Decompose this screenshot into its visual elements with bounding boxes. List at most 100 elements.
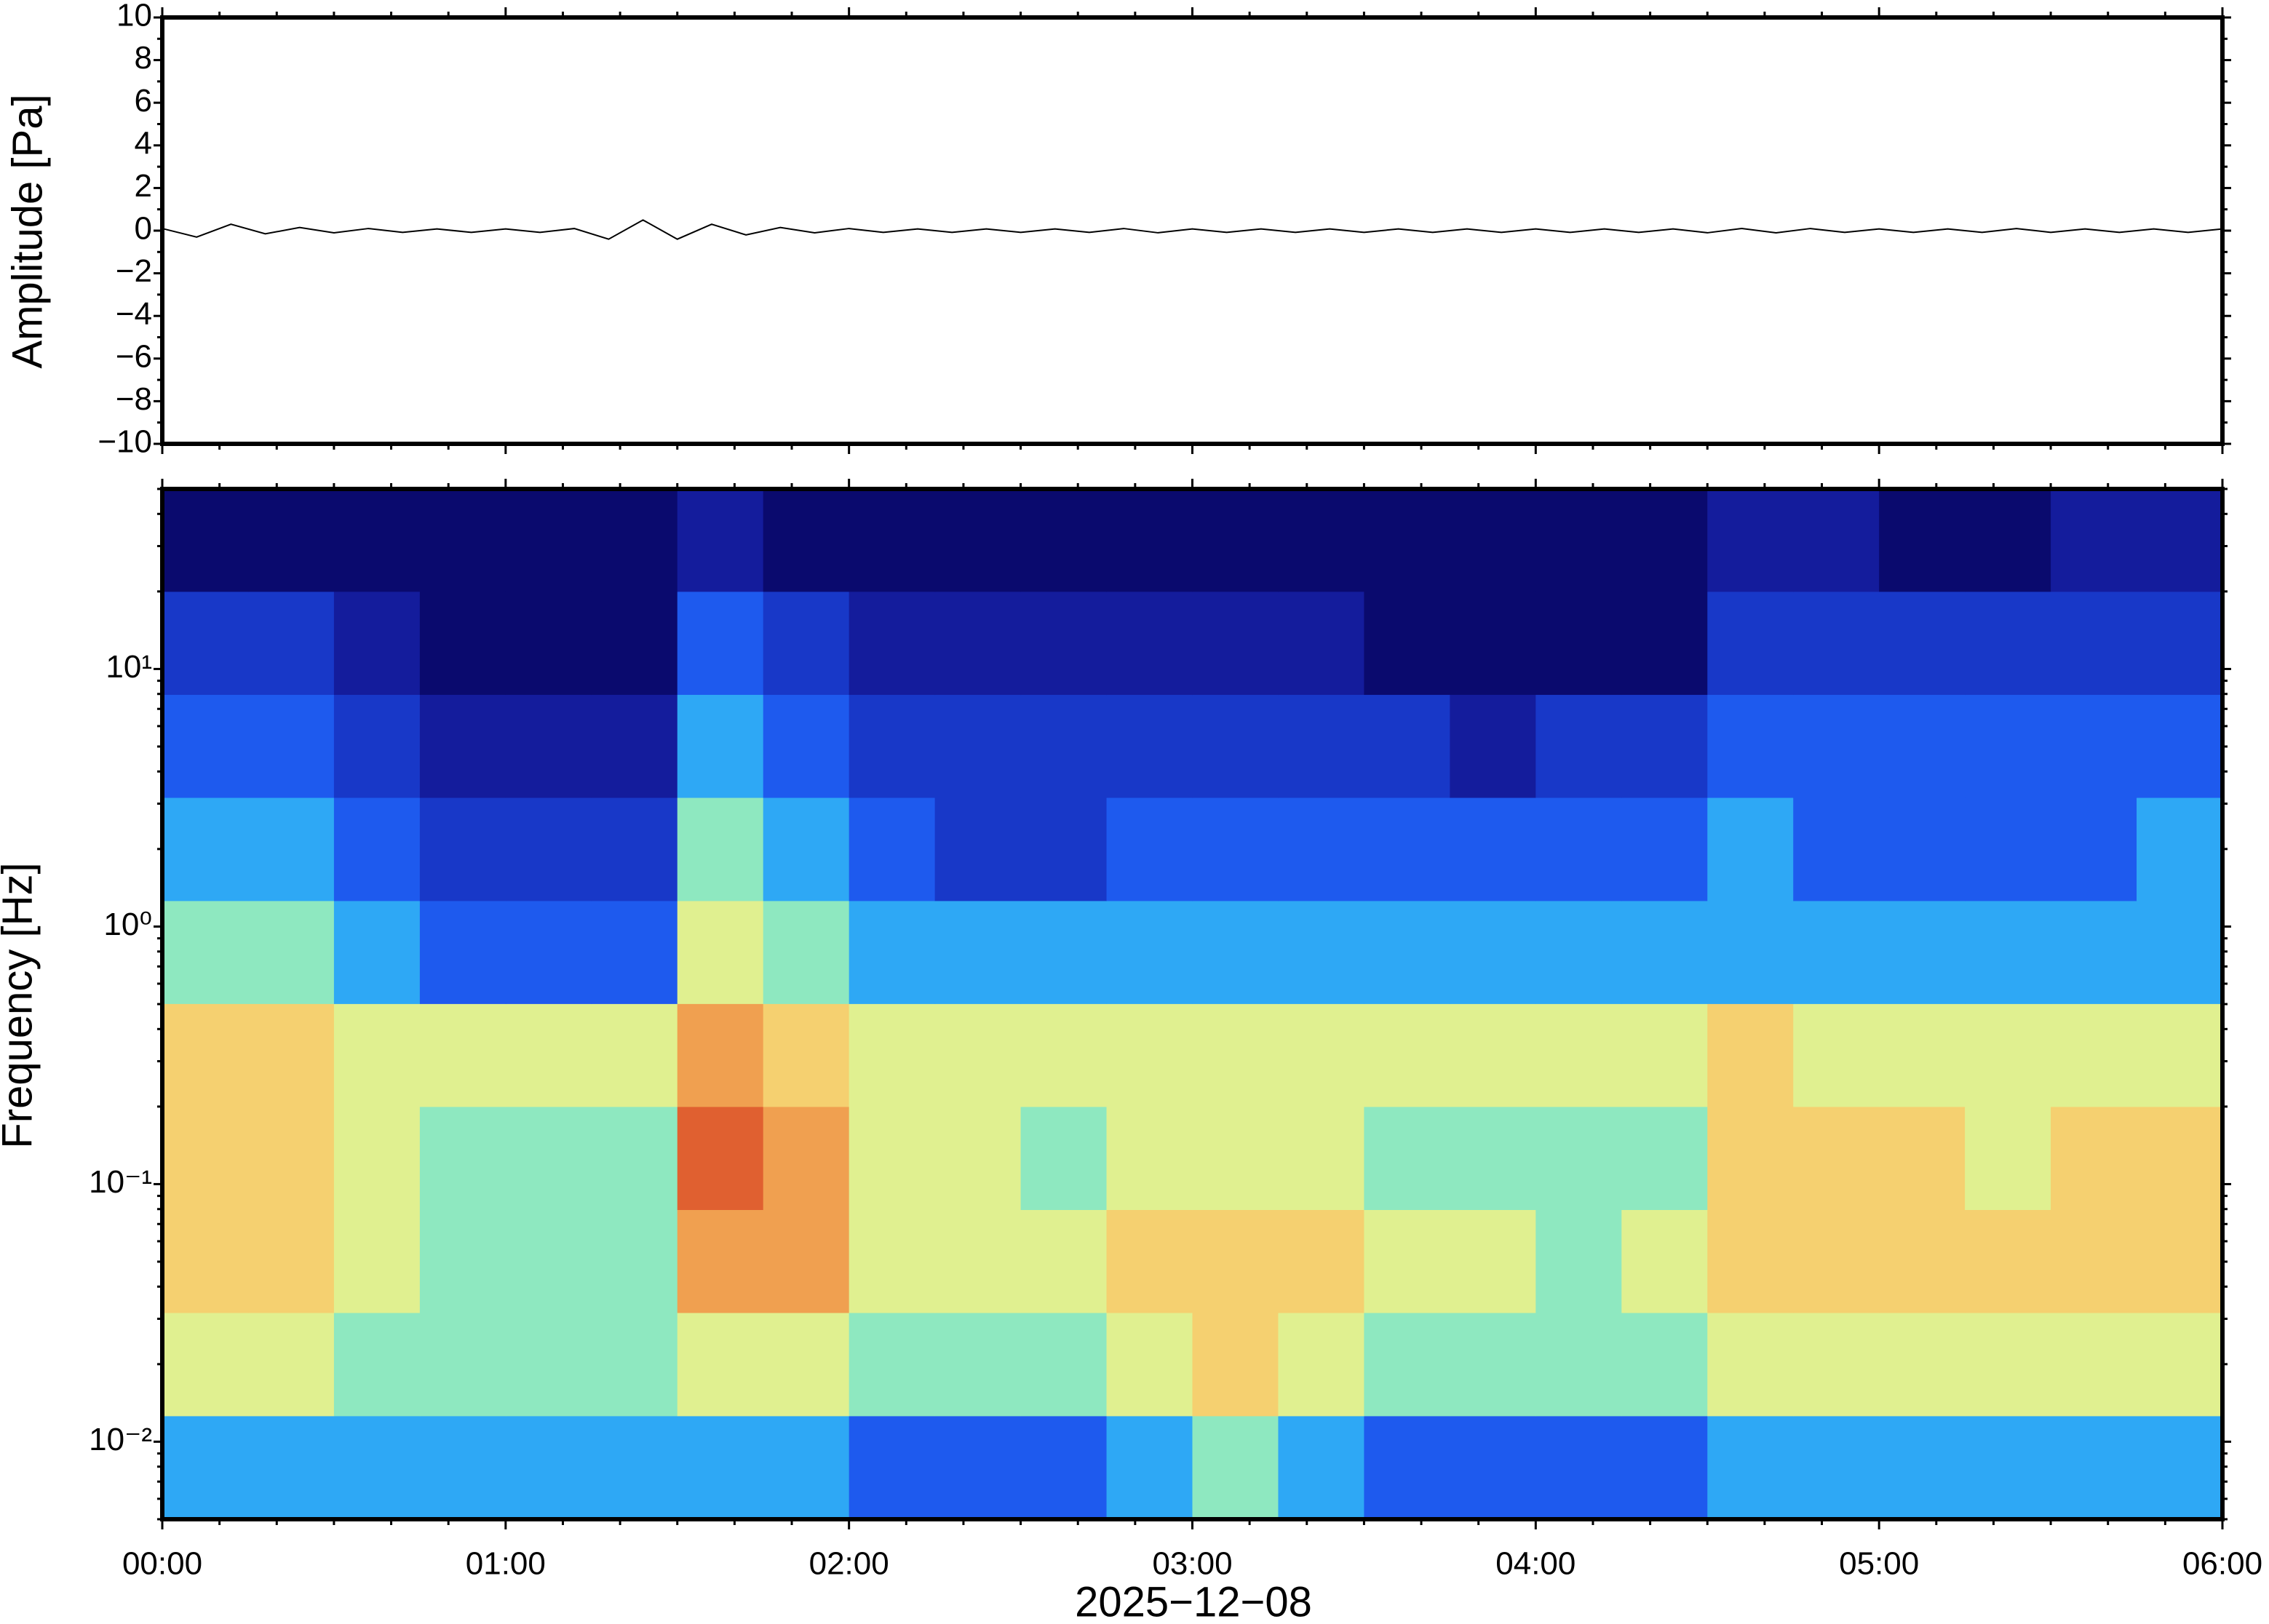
spectrogram-cell bbox=[1106, 900, 1193, 1004]
spectrogram-cell bbox=[934, 489, 1022, 592]
spectrogram-cell bbox=[591, 1209, 678, 1313]
spectrogram-cell bbox=[1879, 900, 1966, 1004]
spectrogram-cell bbox=[934, 591, 1022, 696]
spectrogram-cell bbox=[1450, 1003, 1536, 1107]
spectrogram-cell bbox=[1879, 1003, 1966, 1107]
spectrogram-cell bbox=[1879, 591, 1966, 696]
y-tick-label: 10⁻² bbox=[89, 1422, 152, 1457]
spectrogram-cell bbox=[162, 1415, 249, 1520]
spectrogram-cell bbox=[1020, 591, 1108, 696]
spectrogram-cell bbox=[1020, 1313, 1108, 1417]
spectrogram-cell bbox=[591, 1313, 678, 1417]
spectrogram-cell bbox=[763, 797, 850, 901]
y-tick-label: 10¹ bbox=[106, 649, 152, 685]
spectrogram-cell bbox=[333, 1209, 421, 1313]
spectrogram-cell bbox=[419, 1209, 506, 1313]
spectrogram-cell bbox=[591, 489, 678, 592]
spectrogram-cell bbox=[1364, 489, 1450, 592]
spectrogram-cell bbox=[1535, 797, 1622, 901]
x-tick-label: 05:00 bbox=[1839, 1546, 1919, 1582]
spectrogram-cell bbox=[849, 591, 936, 696]
spectrogram-cell bbox=[1879, 797, 1966, 901]
spectrogram-cell bbox=[2051, 1209, 2137, 1313]
spectrogram-cell bbox=[591, 1003, 678, 1107]
spectrogram-cell bbox=[1278, 1415, 1364, 1520]
spectrogram-cell bbox=[934, 1313, 1022, 1417]
spectrogram-cell bbox=[1450, 1106, 1536, 1211]
spectrogram-cell bbox=[1965, 797, 2051, 901]
spectrogram-cell bbox=[505, 591, 592, 696]
spectrogram-cell bbox=[1793, 900, 1880, 1004]
spectrogram-cell bbox=[1965, 1313, 2051, 1417]
spectrogram-cell bbox=[1020, 1003, 1108, 1107]
spectrogram-cell bbox=[934, 1003, 1022, 1107]
spectrogram-cell bbox=[333, 900, 421, 1004]
spectrogram-cell bbox=[849, 694, 936, 798]
spectrogram-cell bbox=[1020, 797, 1108, 901]
spectrogram-cell bbox=[763, 1209, 850, 1313]
spectrogram-cell bbox=[1965, 591, 2051, 696]
y-tick-label: −4 bbox=[116, 296, 152, 332]
spectrogram-cell bbox=[1793, 1209, 1880, 1313]
spectrogram-cell bbox=[677, 1209, 764, 1313]
spectrogram-cell bbox=[1707, 797, 1794, 901]
spectrogram-cell bbox=[763, 1106, 850, 1211]
spectrogram-cell bbox=[591, 797, 678, 901]
spectrogram-cell bbox=[1364, 1313, 1450, 1417]
spectrogram-cell bbox=[505, 1003, 592, 1107]
spectrogram-cell bbox=[2051, 797, 2137, 901]
spectrogram-cell bbox=[763, 900, 850, 1004]
spectrogram-cell bbox=[591, 1106, 678, 1211]
spectrogram-cell bbox=[1192, 1415, 1279, 1520]
spectrogram-cell bbox=[1278, 1106, 1364, 1211]
spectrogram-cell bbox=[1535, 591, 1622, 696]
y-axis-title: Frequency [Hz] bbox=[0, 862, 41, 1148]
spectrogram-cell bbox=[1106, 1003, 1193, 1107]
spectrogram-cell bbox=[1364, 1415, 1450, 1520]
spectrogram-cell bbox=[1192, 1209, 1279, 1313]
spectrogram-cell bbox=[247, 1209, 335, 1313]
spectrogram-cell bbox=[1020, 1209, 1108, 1313]
spectrogram-cell bbox=[1106, 694, 1193, 798]
spectrogram-cell bbox=[849, 900, 936, 1004]
x-tick-label: 06:00 bbox=[2182, 1546, 2262, 1582]
spectrogram-cell bbox=[677, 591, 764, 696]
spectrogram-cell bbox=[1364, 1209, 1450, 1313]
plot-frame bbox=[160, 487, 2225, 1521]
spectrogram-cell bbox=[1450, 694, 1536, 798]
spectrogram-cell bbox=[1192, 1313, 1279, 1417]
spectrogram-cell bbox=[1621, 694, 1708, 798]
y-tick-label: 2 bbox=[135, 168, 152, 204]
spectrogram-cell bbox=[1965, 1106, 2051, 1211]
spectrogram-cell bbox=[1707, 1415, 1794, 1520]
spectrogram-cell bbox=[419, 1003, 506, 1107]
spectrogram-cell bbox=[1364, 1003, 1450, 1107]
spectrogram-cell bbox=[1278, 900, 1364, 1004]
spectrogram-cell bbox=[1364, 900, 1450, 1004]
spectrogram-cell bbox=[505, 900, 592, 1004]
spectrogram-cell bbox=[419, 591, 506, 696]
spectrogram-cell bbox=[1450, 797, 1536, 901]
spectrogram-cell bbox=[162, 1313, 249, 1417]
spectrogram-cell bbox=[763, 1313, 850, 1417]
y-tick-label: −2 bbox=[116, 253, 152, 289]
spectrogram-cell bbox=[1793, 489, 1880, 592]
spectrogram-cell bbox=[247, 1415, 335, 1520]
spectrogram-cell bbox=[2051, 1003, 2137, 1107]
spectrogram-cell bbox=[1106, 1415, 1193, 1520]
spectrogram-cell bbox=[849, 489, 936, 592]
spectrogram-cell bbox=[1192, 1003, 1279, 1107]
spectrogram-cell bbox=[934, 797, 1022, 901]
spectrogram-cell bbox=[2051, 1415, 2137, 1520]
spectrogram-cell bbox=[1707, 694, 1794, 798]
spectrogram-cell bbox=[333, 797, 421, 901]
spectrogram-cell bbox=[1106, 1209, 1193, 1313]
spectrogram-cell bbox=[1278, 1313, 1364, 1417]
spectrogram-cell bbox=[1535, 489, 1622, 592]
spectrogram-cell bbox=[1621, 1415, 1708, 1520]
spectrogram-cell bbox=[1278, 489, 1364, 592]
x-tick-label: 03:00 bbox=[1152, 1546, 1232, 1582]
spectrogram-cell bbox=[162, 489, 249, 592]
spectrogram-cell bbox=[1192, 797, 1279, 901]
spectrogram-cell bbox=[2137, 797, 2223, 901]
